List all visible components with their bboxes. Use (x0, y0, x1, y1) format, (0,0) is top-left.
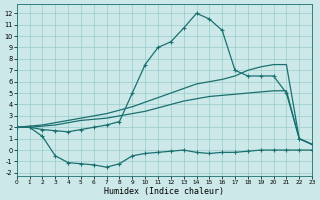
X-axis label: Humidex (Indice chaleur): Humidex (Indice chaleur) (104, 187, 224, 196)
